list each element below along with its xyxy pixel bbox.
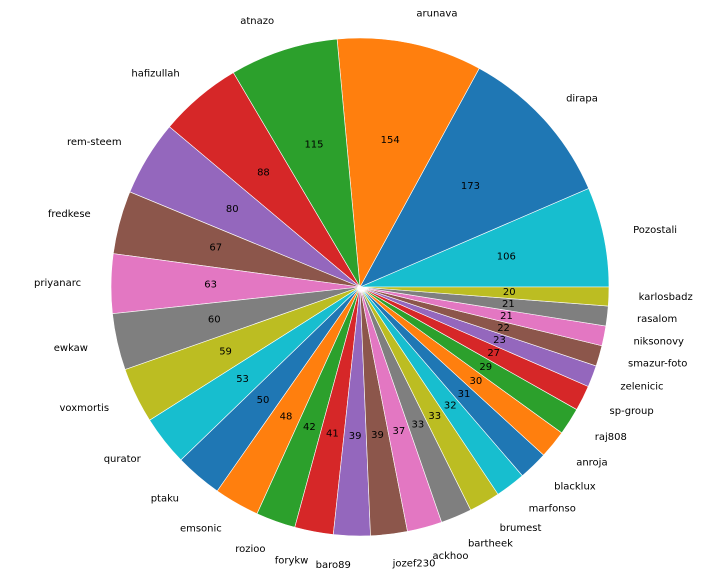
slice-category-label: bartheek bbox=[468, 539, 513, 550]
slice-category-label: priyanarc bbox=[34, 278, 81, 289]
slice-category-label: ptaku bbox=[151, 494, 179, 505]
slice-category-label: qurator bbox=[104, 454, 142, 465]
slice-value-label: 80 bbox=[226, 204, 239, 215]
pie-slice-dirapa bbox=[359, 67, 590, 288]
slice-value-label: 23 bbox=[493, 335, 506, 346]
slice-value-label: 31 bbox=[458, 389, 471, 400]
slice-category-label: jozef230 bbox=[392, 558, 436, 569]
slice-value-label: 173 bbox=[461, 181, 480, 192]
slice-value-label: 115 bbox=[304, 139, 323, 150]
slice-value-label: 33 bbox=[411, 419, 424, 430]
slice-value-label: 63 bbox=[204, 279, 217, 290]
slice-category-label: baro89 bbox=[316, 560, 351, 571]
slice-value-label: 21 bbox=[502, 299, 515, 310]
slice-category-label: niksonovy bbox=[633, 336, 684, 347]
pie-slice-karlosbadz bbox=[359, 286, 610, 307]
slice-value-label: 154 bbox=[381, 135, 400, 146]
values-layer: 106 173 154 115 88 80 67 63 60 59 53 50 48 42 41 39 39 37… bbox=[204, 135, 516, 442]
slice-category-label: rozioo bbox=[235, 544, 265, 555]
slice-value-label: 27 bbox=[487, 348, 500, 359]
slice-value-label: 59 bbox=[219, 347, 232, 358]
slice-value-label: 88 bbox=[257, 168, 270, 179]
slice-category-label: rasalom bbox=[637, 314, 677, 325]
slice-value-label: 22 bbox=[497, 323, 510, 334]
slice-value-label: 21 bbox=[500, 311, 513, 322]
slice-value-label: 29 bbox=[479, 362, 492, 373]
pie-slice-atnazo bbox=[232, 38, 361, 288]
labels-layer: Pozostali dirapa arunava atnazo hafizullah re… bbox=[34, 8, 693, 571]
slice-category-label: dirapa bbox=[566, 94, 598, 105]
slice-value-label: 20 bbox=[503, 287, 516, 298]
slice-category-label: ewkaw bbox=[54, 343, 88, 354]
slice-category-label: hafizullah bbox=[131, 69, 179, 80]
slice-category-label: blacklux bbox=[554, 482, 596, 493]
slice-category-label: arunava bbox=[416, 8, 457, 19]
slice-value-label: 48 bbox=[280, 411, 293, 422]
slice-value-label: 30 bbox=[469, 376, 482, 387]
slice-category-label: smazur-foto bbox=[628, 359, 687, 370]
slice-value-label: 67 bbox=[209, 243, 222, 254]
slice-value-label: 106 bbox=[497, 251, 516, 262]
slice-value-label: 39 bbox=[349, 431, 362, 442]
slice-value-label: 33 bbox=[428, 411, 441, 422]
slice-category-label: atnazo bbox=[240, 16, 274, 27]
slice-value-label: 39 bbox=[371, 430, 384, 441]
slice-value-label: 41 bbox=[326, 428, 339, 439]
slice-category-label: marfonso bbox=[529, 504, 576, 515]
slices-layer bbox=[110, 37, 610, 537]
slice-category-label: emsonic bbox=[180, 524, 222, 535]
slice-category-label: Pozostali bbox=[633, 225, 677, 236]
slice-value-label: 37 bbox=[392, 426, 405, 437]
slice-category-label: rem-steem bbox=[67, 137, 122, 148]
slice-category-label: karlosbadz bbox=[639, 292, 693, 303]
slice-category-label: voxmortis bbox=[60, 403, 110, 414]
slice-value-label: 42 bbox=[303, 422, 316, 433]
pie-slice-arunava bbox=[336, 37, 480, 289]
slice-category-label: sp-group bbox=[610, 406, 654, 417]
slice-category-label: fredkese bbox=[48, 209, 91, 220]
slice-category-label: brumest bbox=[500, 523, 542, 534]
slice-category-label: anroja bbox=[576, 458, 607, 469]
slice-value-label: 60 bbox=[208, 315, 221, 326]
slice-value-label: 32 bbox=[444, 401, 457, 412]
slice-category-label: raj808 bbox=[595, 432, 627, 443]
slice-value-label: 53 bbox=[236, 374, 249, 385]
slice-category-label: ackhoo bbox=[433, 551, 469, 562]
slice-category-label: forykw bbox=[275, 556, 309, 567]
slice-category-label: zelenicic bbox=[620, 382, 663, 393]
slice-value-label: 50 bbox=[257, 395, 270, 406]
